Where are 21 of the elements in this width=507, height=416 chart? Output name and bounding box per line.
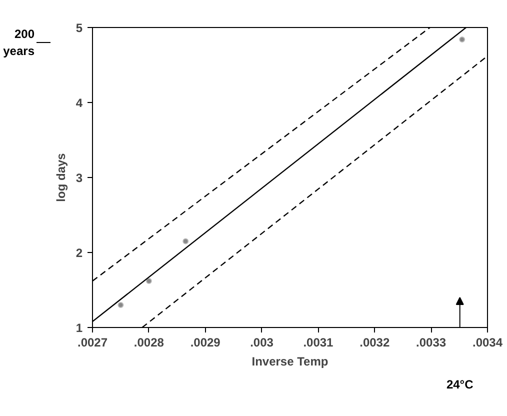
y-tick-label: 1 bbox=[76, 321, 83, 335]
text: 200 years bbox=[3, 27, 35, 58]
x-axis-title: Inverse Temp bbox=[252, 354, 328, 368]
y-tick-label: 3 bbox=[76, 171, 83, 185]
point bbox=[118, 302, 124, 308]
x-tick-label: .0029 bbox=[190, 336, 221, 350]
x-tick-label: .0027 bbox=[77, 336, 108, 350]
point bbox=[459, 36, 466, 42]
text: 24°C bbox=[446, 378, 474, 392]
x-tick-label: .0028 bbox=[134, 336, 164, 350]
x-tick-label: .0031 bbox=[303, 336, 334, 350]
y-tick-label: 2 bbox=[76, 246, 83, 260]
point bbox=[182, 238, 189, 244]
x-tick-label: .003 bbox=[250, 336, 274, 350]
y-tick-label: 4 bbox=[76, 96, 83, 110]
x-tick-label: .0033 bbox=[416, 336, 446, 350]
x-tick-label: .0032 bbox=[360, 336, 390, 350]
y-axis-title: log days bbox=[54, 152, 68, 202]
x-tick-label: .0034 bbox=[472, 336, 503, 350]
y-tick-label: 5 bbox=[76, 21, 83, 35]
point bbox=[146, 278, 152, 284]
